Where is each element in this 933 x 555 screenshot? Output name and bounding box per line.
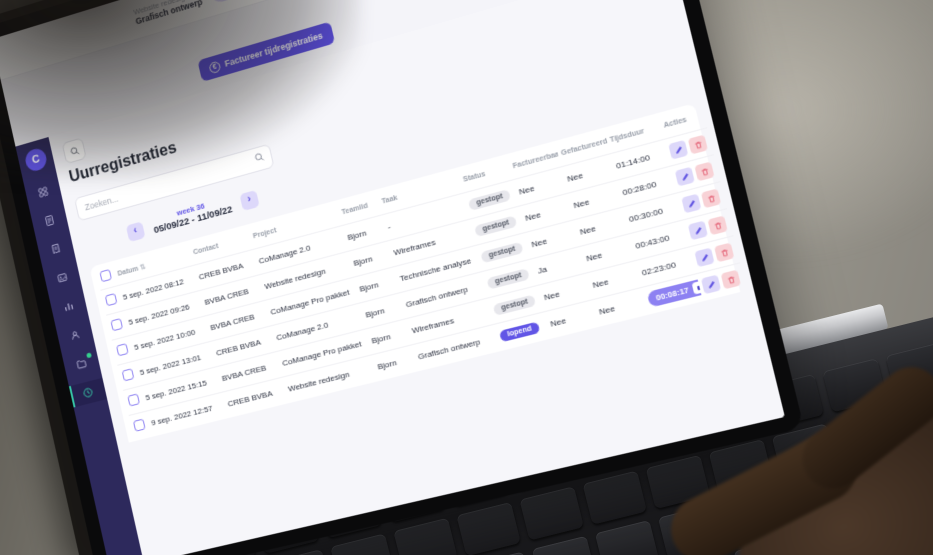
trash-icon (725, 275, 736, 286)
status-badge: gestopt (467, 189, 512, 212)
trash-icon (699, 166, 710, 177)
folder-icon (75, 357, 89, 371)
document-icon (43, 213, 57, 228)
delete-button[interactable] (694, 161, 715, 182)
pencil-icon (707, 280, 716, 289)
comanage-logo: C (23, 146, 49, 174)
notification-dot (86, 352, 92, 359)
sidebar-item-invoices[interactable] (31, 205, 69, 235)
edit-button[interactable] (668, 139, 689, 160)
pencil-icon (687, 199, 696, 208)
pencil-icon (674, 145, 683, 154)
row-checkbox[interactable] (104, 293, 118, 307)
users-icon (68, 328, 82, 342)
delete-button[interactable] (707, 215, 728, 236)
edit-button[interactable] (701, 274, 722, 295)
edit-button[interactable] (694, 247, 715, 268)
trash-icon (712, 220, 723, 231)
week-prev-button[interactable]: ‹ (125, 220, 146, 242)
sidebar-item-products[interactable] (43, 263, 81, 293)
row-checkbox[interactable] (127, 393, 141, 407)
sort-icon: ⇅ (139, 263, 147, 272)
sidebar-item-quotes[interactable] (37, 234, 75, 264)
status-badge: gestopt (486, 268, 531, 290)
search-icon (68, 144, 81, 157)
row-checkbox[interactable] (132, 418, 146, 433)
row-checkbox[interactable] (121, 368, 135, 382)
chart-icon (62, 299, 76, 313)
sidebar-item-contacts[interactable] (56, 320, 94, 350)
sidebar-item-projects[interactable] (63, 349, 101, 379)
grid-icon (36, 185, 50, 200)
sidebar-item-uurregistraties[interactable] (68, 377, 108, 408)
pencil-icon (700, 253, 709, 262)
image-icon (55, 271, 69, 285)
delete-button[interactable] (720, 269, 742, 290)
status-badge: gestopt (492, 294, 537, 316)
delete-button[interactable] (687, 134, 709, 155)
pencil-icon (680, 172, 689, 181)
trash-icon (706, 193, 717, 204)
row-checkbox[interactable] (116, 343, 129, 357)
select-all-checkbox[interactable] (99, 269, 113, 283)
clock-icon (81, 385, 95, 399)
sidebar-item-dashboard[interactable] (24, 177, 62, 207)
week-next-button[interactable]: › (239, 189, 260, 211)
edit-button[interactable] (674, 166, 695, 187)
delete-button[interactable] (714, 242, 735, 263)
delete-button[interactable] (700, 188, 722, 209)
euro-icon: € (208, 60, 222, 74)
content-search-button[interactable] (61, 137, 87, 165)
edit-button[interactable] (681, 193, 702, 214)
trash-icon (693, 139, 704, 150)
status-badge-running: lopend (499, 321, 541, 343)
pencil-icon (694, 226, 702, 235)
edit-button[interactable] (687, 220, 709, 241)
status-badge: gestopt (480, 241, 524, 264)
trash-icon (719, 247, 730, 258)
receipt-icon (49, 242, 63, 256)
sidebar-item-statistics[interactable] (50, 291, 88, 321)
row-timer-value: 00:08:17 (655, 285, 690, 304)
row-checkbox[interactable] (110, 318, 124, 332)
status-badge: gestopt (474, 215, 518, 238)
